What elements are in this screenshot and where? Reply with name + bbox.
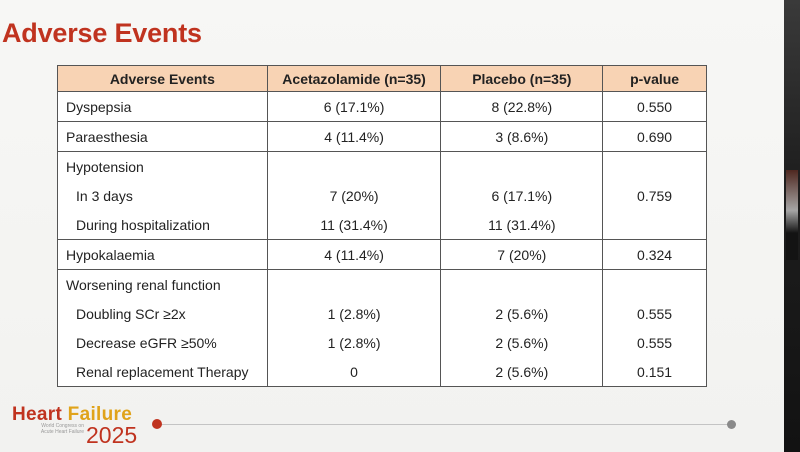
- acetazolamide-value: 1 (2.8%): [266, 299, 442, 328]
- acetazolamide-value: [266, 269, 442, 299]
- event-sublabel: In 3 days: [57, 181, 268, 210]
- p-value: 0.550: [602, 91, 707, 122]
- table-row: Paraesthesia 4 (11.4%) 3 (8.6%) 0.690: [57, 121, 707, 152]
- event-label: Hypokalaemia: [57, 239, 268, 270]
- background-glare: [786, 170, 798, 260]
- table-row: Hypokalaemia 4 (11.4%) 7 (20%) 0.324: [57, 239, 707, 270]
- table-row: Decrease eGFR ≥50% 1 (2.8%) 2 (5.6%) 0.5…: [57, 328, 707, 357]
- column-header-p-value: p-value: [602, 65, 707, 92]
- acetazolamide-value: 4 (11.4%): [266, 121, 442, 152]
- p-value: 0.555: [602, 328, 707, 357]
- logo-subtitle-line1: World Congress on: [41, 423, 84, 429]
- event-sublabel: Doubling SCr ≥2x: [57, 299, 268, 328]
- p-value: [602, 151, 707, 181]
- slide-title: Adverse Events: [2, 18, 202, 48]
- table-row: During hospitalization 11 (31.4%) 11 (31…: [57, 210, 707, 240]
- placebo-value: 2 (5.6%): [440, 357, 604, 387]
- logo-word-heart: Heart: [12, 404, 63, 425]
- adverse-events-table: Adverse Events Acetazolamide (n=35) Plac…: [57, 65, 707, 387]
- p-value: 0.690: [602, 121, 707, 152]
- logo-subtitle-line2: Acute Heart Failure: [40, 429, 84, 435]
- footer-divider: [158, 424, 732, 425]
- placebo-value: [440, 269, 604, 299]
- event-group-label: Worsening renal function: [57, 269, 268, 299]
- placebo-value: 11 (31.4%): [440, 210, 604, 240]
- placebo-value: 8 (22.8%): [440, 91, 604, 122]
- p-value: 0.324: [602, 239, 707, 270]
- acetazolamide-value: 0: [266, 357, 442, 387]
- placebo-value: 2 (5.6%): [440, 328, 604, 357]
- event-sublabel: Decrease eGFR ≥50%: [57, 328, 268, 357]
- event-label: Dyspepsia: [57, 91, 268, 122]
- table-row: Doubling SCr ≥2x 1 (2.8%) 2 (5.6%) 0.555: [57, 299, 707, 328]
- table-row: Hypotension: [57, 151, 707, 181]
- footer-dot-grey: [727, 420, 736, 429]
- logo-year: 2025: [86, 422, 138, 448]
- window-edge: [784, 0, 800, 452]
- placebo-value: 3 (8.6%): [440, 121, 604, 152]
- table-row: Worsening renal function: [57, 269, 707, 299]
- p-value: 0.151: [602, 357, 707, 387]
- acetazolamide-value: 11 (31.4%): [266, 210, 442, 240]
- column-header-event: Adverse Events: [57, 65, 268, 92]
- footer-dot-red: [152, 419, 162, 429]
- acetazolamide-value: 7 (20%): [266, 181, 442, 210]
- table-row: Renal replacement Therapy 0 2 (5.6%) 0.1…: [57, 357, 707, 387]
- table-row: Dyspepsia 6 (17.1%) 8 (22.8%) 0.550: [57, 91, 707, 122]
- logo-wordmark: Heart Failure: [12, 404, 132, 426]
- placebo-value: [440, 151, 604, 181]
- event-sublabel: During hospitalization: [57, 210, 268, 240]
- acetazolamide-value: 4 (11.4%): [266, 239, 442, 270]
- logo-subtitle: World Congress on Acute Heart Failure: [12, 423, 84, 435]
- table-row: In 3 days 7 (20%) 6 (17.1%) 0.759: [57, 181, 707, 210]
- p-value: [602, 210, 707, 240]
- event-group-label: Hypotension: [57, 151, 268, 181]
- acetazolamide-value: 6 (17.1%): [266, 91, 442, 122]
- p-value: 0.555: [602, 299, 707, 328]
- table-header-row: Adverse Events Acetazolamide (n=35) Plac…: [57, 65, 707, 92]
- placebo-value: 2 (5.6%): [440, 299, 604, 328]
- acetazolamide-value: [266, 151, 442, 181]
- column-header-acetazolamide: Acetazolamide (n=35): [266, 65, 442, 92]
- placebo-value: 6 (17.1%): [440, 181, 604, 210]
- p-value: 0.759: [602, 181, 707, 210]
- event-label: Paraesthesia: [57, 121, 268, 152]
- logo-word-failure: Failure: [67, 404, 133, 425]
- p-value: [602, 269, 707, 299]
- column-header-placebo: Placebo (n=35): [440, 65, 604, 92]
- event-sublabel: Renal replacement Therapy: [57, 357, 268, 387]
- acetazolamide-value: 1 (2.8%): [266, 328, 442, 357]
- heart-failure-2025-logo: Heart Failure World Congress on Acute He…: [12, 404, 152, 448]
- placebo-value: 7 (20%): [440, 239, 604, 270]
